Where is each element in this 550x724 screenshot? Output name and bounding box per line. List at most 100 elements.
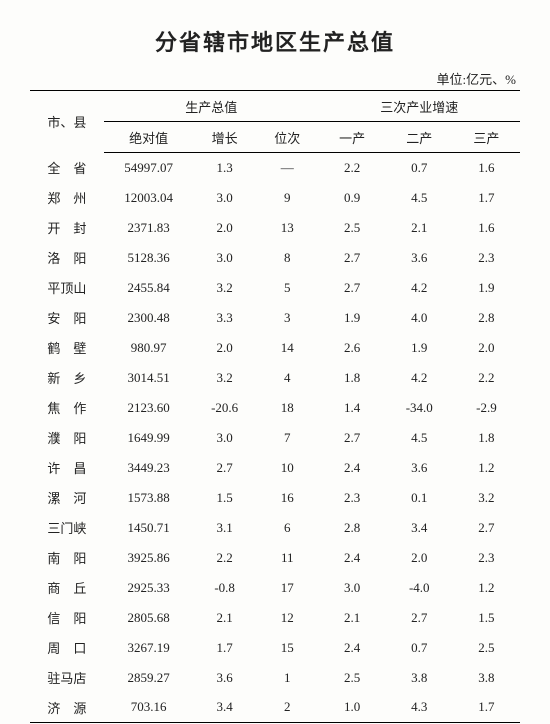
- table-row: 商 丘2925.33-0.8173.0-4.01.2: [30, 573, 520, 603]
- cell-grow: 3.4: [193, 693, 256, 723]
- table-row: 全 省54997.071.3—2.20.71.6: [30, 153, 520, 183]
- cell-p3: 2.0: [453, 333, 520, 363]
- th-ind-group: 三次产业增速: [319, 91, 520, 122]
- cell-p2: 4.0: [386, 303, 453, 333]
- table-row: 南 阳3925.862.2112.42.02.3: [30, 543, 520, 573]
- table-row: 新 乡3014.513.241.84.22.2: [30, 363, 520, 393]
- cell-p2: 2.1: [386, 213, 453, 243]
- cell-abs: 12003.04: [104, 183, 193, 213]
- cell-rank: 13: [256, 213, 319, 243]
- cell-grow: 2.2: [193, 543, 256, 573]
- cell-p3: 3.2: [453, 483, 520, 513]
- cell-city: 平顶山: [30, 273, 104, 303]
- cell-city: 漯 河: [30, 483, 104, 513]
- cell-p2: 0.7: [386, 153, 453, 183]
- cell-city: 郑 州: [30, 183, 104, 213]
- cell-p2: 2.7: [386, 603, 453, 633]
- cell-p2: 0.1: [386, 483, 453, 513]
- cell-city: 开 封: [30, 213, 104, 243]
- cell-p3: 1.7: [453, 183, 520, 213]
- cell-p3: 3.8: [453, 663, 520, 693]
- table-row: 濮 阳1649.993.072.74.51.8: [30, 423, 520, 453]
- cell-p2: 2.0: [386, 543, 453, 573]
- cell-grow: 3.1: [193, 513, 256, 543]
- cell-rank: 3: [256, 303, 319, 333]
- cell-grow: 1.5: [193, 483, 256, 513]
- cell-rank: 9: [256, 183, 319, 213]
- table-row: 开 封2371.832.0132.52.11.6: [30, 213, 520, 243]
- cell-city: 南 阳: [30, 543, 104, 573]
- cell-rank: 1: [256, 663, 319, 693]
- cell-city: 鹤 壁: [30, 333, 104, 363]
- cell-grow: -20.6: [193, 393, 256, 423]
- table-row: 安 阳2300.483.331.94.02.8: [30, 303, 520, 333]
- page-title: 分省辖市地区生产总值: [30, 25, 520, 57]
- cell-rank: 17: [256, 573, 319, 603]
- cell-p2: 3.6: [386, 243, 453, 273]
- table-row: 平顶山2455.843.252.74.21.9: [30, 273, 520, 303]
- cell-p2: 4.3: [386, 693, 453, 723]
- unit-label: 单位:亿元、%: [30, 69, 520, 88]
- cell-city: 三门峡: [30, 513, 104, 543]
- cell-grow: -0.8: [193, 573, 256, 603]
- cell-city: 信 阳: [30, 603, 104, 633]
- cell-abs: 3014.51: [104, 363, 193, 393]
- cell-p3: -2.9: [453, 393, 520, 423]
- cell-p1: 3.0: [319, 573, 386, 603]
- cell-p2: 4.2: [386, 363, 453, 393]
- cell-p1: 2.1: [319, 603, 386, 633]
- cell-rank: 18: [256, 393, 319, 423]
- cell-p2: 4.5: [386, 423, 453, 453]
- cell-p2: 4.5: [386, 183, 453, 213]
- table-row: 驻马店2859.273.612.53.83.8: [30, 663, 520, 693]
- table-row: 漯 河1573.881.5162.30.13.2: [30, 483, 520, 513]
- cell-city: 许 昌: [30, 453, 104, 483]
- cell-rank: 6: [256, 513, 319, 543]
- table-row: 周 口3267.191.7152.40.72.5: [30, 633, 520, 663]
- cell-city: 安 阳: [30, 303, 104, 333]
- cell-rank: 7: [256, 423, 319, 453]
- gdp-table: 市、县 生产总值 三次产业增速 绝对值 增长 位次 一产 二产 三产 全 省54…: [30, 90, 520, 723]
- cell-rank: 12: [256, 603, 319, 633]
- cell-rank: 11: [256, 543, 319, 573]
- th-gdp-group: 生产总值: [104, 91, 319, 122]
- cell-p1: 0.9: [319, 183, 386, 213]
- cell-p2: -4.0: [386, 573, 453, 603]
- cell-rank: 10: [256, 453, 319, 483]
- table-row: 洛 阳5128.363.082.73.62.3: [30, 243, 520, 273]
- th-city: 市、县: [30, 91, 104, 153]
- cell-abs: 3925.86: [104, 543, 193, 573]
- cell-p3: 2.3: [453, 543, 520, 573]
- cell-rank: 4: [256, 363, 319, 393]
- th-p3: 三产: [453, 122, 520, 153]
- cell-p2: 3.8: [386, 663, 453, 693]
- th-abs: 绝对值: [104, 122, 193, 153]
- table-row: 鹤 壁980.972.0142.61.92.0: [30, 333, 520, 363]
- cell-rank: 15: [256, 633, 319, 663]
- cell-p1: 2.4: [319, 453, 386, 483]
- cell-p1: 2.6: [319, 333, 386, 363]
- cell-p1: 2.2: [319, 153, 386, 183]
- cell-p3: 1.2: [453, 573, 520, 603]
- cell-grow: 2.0: [193, 213, 256, 243]
- th-p2: 二产: [386, 122, 453, 153]
- table-row: 信 阳2805.682.1122.12.71.5: [30, 603, 520, 633]
- table-row: 郑 州12003.043.090.94.51.7: [30, 183, 520, 213]
- cell-abs: 2859.27: [104, 663, 193, 693]
- th-rank: 位次: [256, 122, 319, 153]
- cell-city: 全 省: [30, 153, 104, 183]
- cell-p1: 2.5: [319, 213, 386, 243]
- cell-p2: 3.4: [386, 513, 453, 543]
- cell-abs: 703.16: [104, 693, 193, 723]
- cell-grow: 2.1: [193, 603, 256, 633]
- cell-p3: 1.7: [453, 693, 520, 723]
- cell-p2: 1.9: [386, 333, 453, 363]
- cell-grow: 3.0: [193, 423, 256, 453]
- cell-p3: 2.3: [453, 243, 520, 273]
- cell-grow: 3.6: [193, 663, 256, 693]
- cell-p3: 1.6: [453, 153, 520, 183]
- cell-p1: 2.7: [319, 243, 386, 273]
- cell-abs: 2300.48: [104, 303, 193, 333]
- cell-rank: 14: [256, 333, 319, 363]
- cell-grow: 1.7: [193, 633, 256, 663]
